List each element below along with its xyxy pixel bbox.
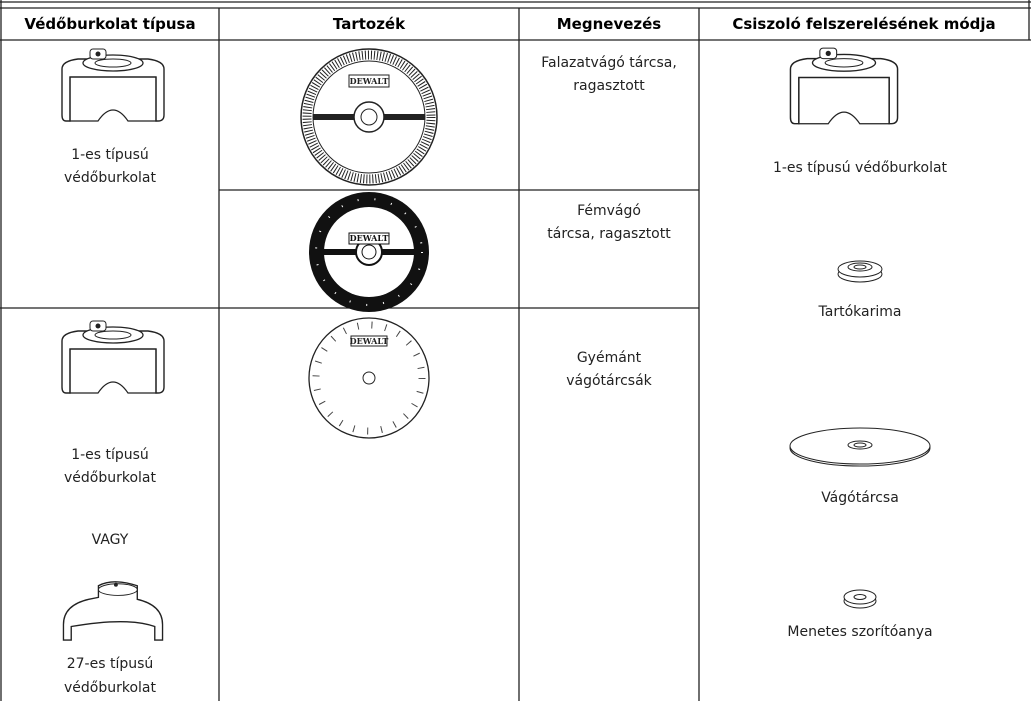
mounting-label: Tartókarima <box>818 304 902 320</box>
accessory-name: vágótárcsák <box>566 373 652 389</box>
guard-label: 1-es típusú <box>71 147 149 163</box>
guard-type1-icon <box>61 48 165 122</box>
guard-label: 27-es típusú <box>66 656 154 672</box>
guard-label: védőburkolat <box>64 470 156 486</box>
or-label: VAGY <box>91 532 129 548</box>
header-cell: Megnevezés <box>556 15 662 33</box>
header-cell: Tartozék <box>332 15 406 33</box>
mounting-label: Menetes szorítóanya <box>787 624 933 640</box>
logo: DEWALT <box>350 233 389 243</box>
logo: DEWALT <box>350 336 389 346</box>
header-cell: Védőburkolat típusa <box>24 15 196 33</box>
mounting-label: 1-es típusú védőburkolat <box>772 160 948 176</box>
guard-type27-icon <box>62 581 164 641</box>
mounting-label: Vágótárcsa <box>821 490 899 506</box>
header-cell: Csiszoló felszerelésének módja <box>732 15 996 33</box>
accessory-name: tárcsa, ragasztott <box>547 226 671 242</box>
guard-label: védőburkolat <box>64 170 156 186</box>
flange-icon <box>837 260 883 283</box>
guard-label: 1-es típusú <box>71 447 149 463</box>
accessory-name: Fémvágó <box>577 203 641 219</box>
accessory-name: Gyémánt <box>576 350 642 366</box>
guard-type1-icon <box>789 47 899 125</box>
masonry-disc: DEWALT <box>300 48 438 186</box>
diamond-disc: DEWALT <box>308 317 430 439</box>
accessory-name: Falazatvágó tárcsa, <box>541 55 677 71</box>
nut-icon <box>843 589 877 609</box>
guard-label: védőburkolat <box>64 680 156 696</box>
accessory-name: ragasztott <box>573 78 645 94</box>
cutting-disc-icon <box>789 427 931 467</box>
metal-disc: DEWALT <box>309 192 429 312</box>
logo: DEWALT <box>350 76 389 86</box>
guard-type1-icon <box>61 320 165 394</box>
